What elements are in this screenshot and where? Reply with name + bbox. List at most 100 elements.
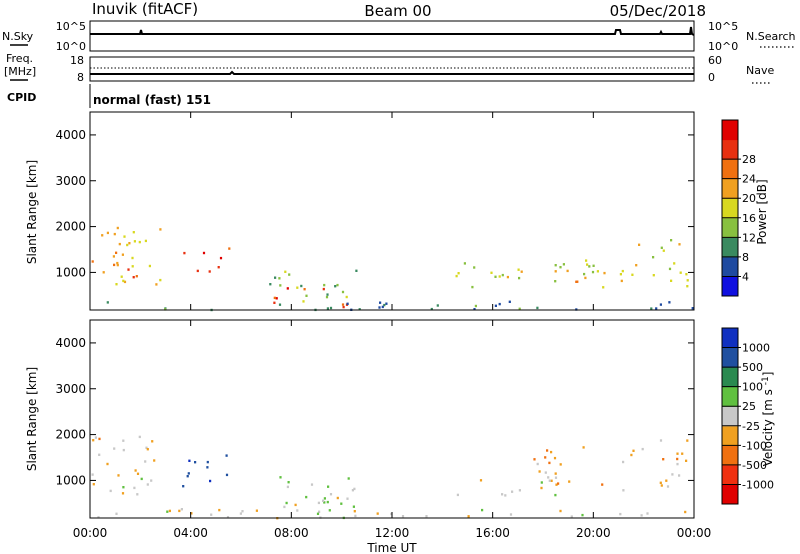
velocity-cell xyxy=(540,486,543,490)
power-cell xyxy=(183,251,186,255)
velocity-cell xyxy=(553,456,557,460)
velocity-cell xyxy=(106,462,109,466)
velocity-cell xyxy=(255,509,258,512)
power-cell xyxy=(498,275,501,278)
velocity-colorbar-label-exponent: -1 xyxy=(761,376,771,385)
velocity-cell xyxy=(226,516,230,519)
nsky-tick-bottom-right: 10^0 xyxy=(708,40,738,53)
velocity-cell xyxy=(630,453,633,457)
velocity-cell xyxy=(425,515,428,518)
power-cell xyxy=(334,285,337,288)
velocity-cell xyxy=(188,459,191,462)
velocity-cell xyxy=(632,449,635,452)
velocity-cell xyxy=(134,469,137,472)
power-cell xyxy=(596,270,599,273)
velocity-cell xyxy=(210,513,213,516)
power-cell xyxy=(554,264,557,267)
velocity-cell xyxy=(145,446,148,449)
velocity-y-axis: 1000 2000 3000 4000 xyxy=(55,336,694,487)
velocity-cell xyxy=(98,437,101,441)
velocity-cell xyxy=(336,496,339,500)
velocity-cell xyxy=(581,513,584,517)
velocity-colorbar: -1000 -500 -100 -25 25 100 500 1000 xyxy=(721,327,774,505)
power-cell xyxy=(305,294,308,297)
velocity-cell xyxy=(168,509,171,513)
velocity-cell xyxy=(376,512,379,515)
velocity-cell xyxy=(559,509,562,513)
power-y-axis: 1000 2000 3000 4000 xyxy=(55,128,694,279)
power-cell xyxy=(631,273,634,276)
velocity-cell xyxy=(326,500,329,504)
velocity-colorbar-label: Velocity [m s -1] xyxy=(761,372,775,467)
power-cell xyxy=(300,284,303,288)
power-cell xyxy=(106,231,109,235)
power-cell xyxy=(592,264,595,267)
freq-tick-bottom: 8 xyxy=(77,71,84,84)
power-colorbar-swatch xyxy=(722,276,738,297)
power-cell xyxy=(655,307,658,310)
velocity-cell xyxy=(144,460,147,463)
x-axis-label: Time UT xyxy=(366,541,417,554)
power-cell xyxy=(463,262,466,265)
nsky-tick-top-right: 10^5 xyxy=(708,20,738,33)
power-cell xyxy=(345,295,348,299)
velocity-cell xyxy=(662,458,665,461)
velocity-cell xyxy=(296,509,299,512)
velocity-cell xyxy=(285,501,288,505)
power-cell xyxy=(341,290,345,294)
power-cell xyxy=(148,264,151,268)
power-cell xyxy=(336,283,339,287)
velocity-cell xyxy=(283,505,286,509)
velocity-cell xyxy=(113,447,116,450)
velocity-cell xyxy=(146,448,149,451)
velocity-cell xyxy=(323,501,326,504)
power-colorbar-tick-label: 24 xyxy=(742,173,756,186)
power-colorbar-tick-label: 16 xyxy=(742,212,756,225)
power-cell xyxy=(554,270,557,273)
power-colorbar-tick-label: 28 xyxy=(742,153,756,166)
velocity-cell xyxy=(318,510,321,513)
nave-label: Nave xyxy=(746,64,774,77)
velocity-cell xyxy=(109,489,112,493)
power-panel: 1000 2000 3000 4000 Slant Range [km] 4 8 12 16… xyxy=(25,111,769,312)
power-cell xyxy=(144,239,147,243)
velocity-cell xyxy=(153,459,156,462)
velocity-colorbar-swatch xyxy=(722,445,738,466)
velocity-cell xyxy=(479,479,483,482)
velocity-cell xyxy=(622,460,625,464)
power-cell xyxy=(326,293,329,296)
velocity-colorbar-swatch xyxy=(722,464,738,485)
velocity-cell xyxy=(518,489,521,492)
power-cell xyxy=(635,264,638,267)
power-cell xyxy=(346,302,349,305)
power-colorbar: 4 8 12 16 20 24 28 xyxy=(721,119,756,297)
power-cell xyxy=(269,283,272,286)
velocity-cell xyxy=(390,512,393,516)
velocity-cell xyxy=(327,485,330,488)
velocity-cell xyxy=(570,515,573,518)
power-cell xyxy=(131,256,134,260)
power-cell xyxy=(659,303,662,306)
velocity-cell xyxy=(676,462,679,466)
power-cell xyxy=(591,270,595,274)
velocity-cell xyxy=(194,461,197,464)
velocity-colorbar-tick-label: 100 xyxy=(742,381,763,394)
power-cell xyxy=(106,301,109,304)
velocity-cell xyxy=(117,474,120,477)
power-cell xyxy=(602,286,605,289)
velocity-cell xyxy=(91,473,94,476)
power-cell xyxy=(286,287,289,290)
velocity-cell xyxy=(329,493,333,496)
power-cell xyxy=(494,304,497,307)
power-cell xyxy=(91,260,94,263)
velocity-cell xyxy=(225,454,228,457)
velocity-cell xyxy=(536,462,539,466)
power-cell xyxy=(112,255,115,258)
power-ytick-label: 3000 xyxy=(55,174,86,188)
velocity-cell xyxy=(353,487,356,491)
cpid-label: CPID xyxy=(7,91,36,104)
power-cell xyxy=(501,273,504,277)
power-cell xyxy=(116,263,119,267)
power-cell xyxy=(120,275,123,278)
power-cell xyxy=(436,304,439,307)
